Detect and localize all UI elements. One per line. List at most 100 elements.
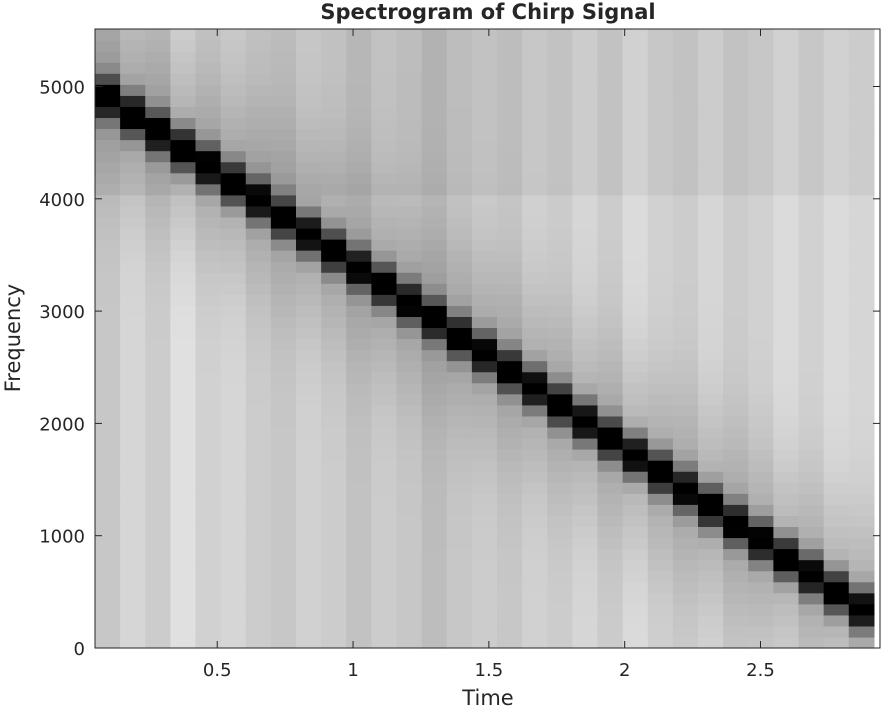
heatmap-cell — [597, 526, 624, 539]
heatmap-cell — [270, 360, 297, 373]
heatmap-cell — [497, 393, 523, 406]
heatmap-cell — [270, 40, 297, 52]
heatmap-cell — [220, 526, 247, 539]
heatmap-cell — [572, 84, 599, 96]
heatmap-cell — [346, 139, 372, 152]
heatmap-cell — [245, 625, 272, 638]
heatmap-cell — [497, 272, 523, 284]
heatmap-cell — [145, 537, 171, 550]
heatmap-cell — [170, 371, 197, 384]
heatmap-cell — [572, 559, 599, 572]
heatmap-cell — [672, 172, 699, 185]
heatmap-cell — [346, 603, 372, 616]
heatmap-cell — [270, 570, 297, 583]
heatmap-cell — [698, 205, 724, 218]
heatmap-cell — [647, 382, 674, 395]
heatmap-cell — [95, 150, 121, 163]
heatmap-cell — [120, 62, 146, 74]
heatmap-cell — [471, 139, 498, 152]
heatmap-cell — [798, 62, 825, 74]
heatmap-cell — [471, 227, 498, 240]
heatmap-cell — [522, 460, 548, 472]
heatmap-cell — [547, 559, 573, 572]
heatmap-cell — [245, 261, 272, 273]
heatmap-cell — [195, 603, 222, 616]
heatmap-cell — [195, 614, 222, 627]
heatmap-cell — [723, 239, 749, 251]
heatmap-cell — [120, 349, 146, 362]
heatmap-cell — [572, 261, 599, 273]
heatmap-cell — [672, 327, 699, 340]
heatmap-cell — [497, 183, 523, 196]
heatmap-cell — [522, 40, 548, 52]
heatmap-cell — [346, 205, 372, 218]
heatmap-cell — [321, 128, 347, 141]
heatmap-cell — [371, 449, 398, 461]
heatmap-cell — [522, 526, 548, 539]
heatmap-cell — [270, 426, 297, 439]
heatmap-cell — [798, 183, 825, 196]
heatmap-cell — [296, 316, 322, 329]
heatmap-cell — [672, 338, 699, 351]
heatmap-cell — [723, 327, 749, 340]
heatmap-cell — [773, 216, 800, 229]
heatmap-cell — [296, 592, 322, 605]
heatmap-cell — [497, 360, 523, 373]
heatmap-cell — [848, 250, 875, 262]
heatmap-cell — [170, 360, 197, 373]
heatmap-cell — [723, 482, 749, 494]
heatmap-cell — [95, 471, 121, 483]
heatmap-cell — [647, 305, 674, 317]
heatmap-cell — [120, 95, 146, 107]
heatmap-cell — [823, 62, 850, 74]
heatmap-cell — [170, 51, 197, 63]
heatmap-cell — [145, 371, 171, 384]
heatmap-cell — [371, 471, 398, 483]
heatmap-cell — [672, 592, 699, 605]
heatmap-cell — [145, 139, 171, 152]
heatmap-cell — [497, 239, 523, 251]
heatmap-cell — [572, 482, 599, 494]
heatmap-cell — [748, 172, 774, 185]
heatmap-cell — [346, 194, 372, 207]
heatmap-cell — [471, 84, 498, 96]
heatmap-cell — [622, 205, 649, 218]
heatmap-cell — [446, 360, 473, 373]
heatmap-cell — [145, 426, 171, 439]
heatmap-cell — [120, 227, 146, 240]
heatmap-cell — [848, 227, 875, 240]
x-tick-label: 2 — [619, 660, 630, 681]
heatmap-cell — [421, 161, 448, 174]
heatmap-cell — [245, 460, 272, 472]
heatmap-cell — [220, 504, 247, 516]
heatmap-cell — [672, 227, 699, 240]
heatmap-cell — [321, 62, 347, 74]
heatmap-cell — [270, 84, 297, 96]
heatmap-cell — [672, 360, 699, 373]
heatmap-cell — [647, 603, 674, 616]
heatmap-cell — [321, 636, 347, 649]
heatmap-cell — [396, 161, 423, 174]
heatmap-cell — [270, 117, 297, 130]
heatmap-cell — [446, 393, 473, 406]
heatmap-cell — [296, 95, 322, 107]
heatmap-cell — [95, 29, 121, 41]
heatmap-cell — [396, 338, 423, 351]
heatmap-cell — [698, 460, 724, 472]
heatmap-cell — [773, 471, 800, 483]
heatmap-cell — [270, 29, 297, 41]
heatmap-cell — [321, 570, 347, 583]
heatmap-cell — [597, 327, 624, 340]
heatmap-cell — [522, 250, 548, 262]
heatmap-cell — [622, 614, 649, 627]
heatmap-cell — [698, 128, 724, 141]
heatmap-cell — [446, 216, 473, 229]
heatmap-cell — [698, 625, 724, 638]
heatmap-cell — [296, 227, 322, 240]
heatmap-cell — [848, 183, 875, 196]
heatmap-cell — [647, 338, 674, 351]
heatmap-cell — [145, 460, 171, 472]
heatmap-cell — [547, 205, 573, 218]
heatmap-cell — [321, 371, 347, 384]
heatmap-cell — [120, 29, 146, 41]
